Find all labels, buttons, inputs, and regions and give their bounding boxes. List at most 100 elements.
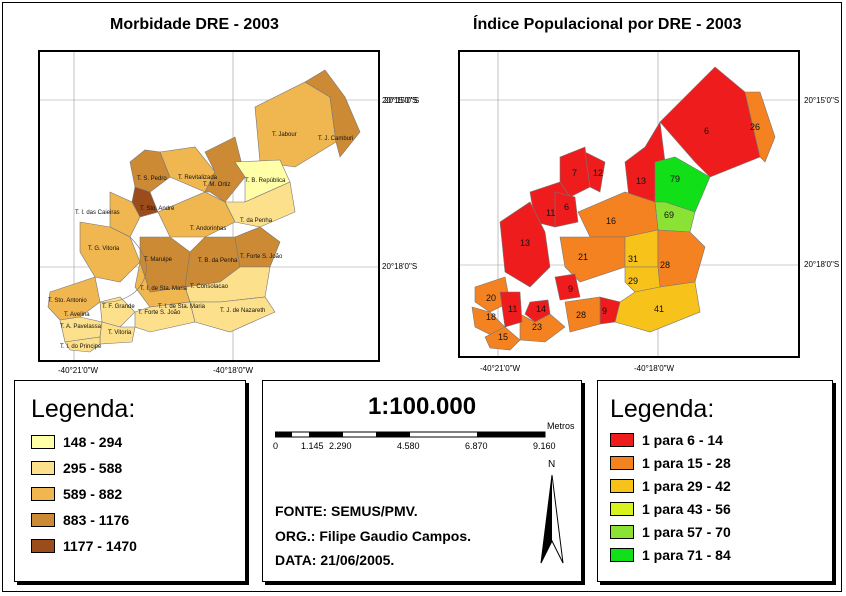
map-region-label: T. I. de Sta. Maria — [158, 304, 206, 310]
left-legend-item: 148 - 294 — [31, 433, 122, 451]
map-region-label: T. G. Vitoria — [88, 246, 120, 252]
left-map-svg: T. Jabour T. J. Camburi T. S. Pedro T. Revi… — [40, 52, 378, 360]
scale-bar — [275, 431, 546, 438]
zone-6-b — [554, 191, 579, 228]
region-sto-antonio — [47, 276, 101, 321]
map-region-label: 7 — [572, 168, 577, 178]
region-g-vitoria — [79, 221, 141, 283]
legend-label: 1 para 15 - 28 — [642, 455, 731, 471]
left-legend-item: 883 - 1176 — [31, 511, 129, 529]
region-caieiras — [109, 191, 141, 238]
legend-label: 148 - 294 — [63, 434, 123, 450]
right-legend-item: 1 para 71 - 84 — [610, 546, 731, 564]
map-region-label: T. I. das Caieiras — [75, 210, 120, 216]
map-region-label: 29 — [628, 276, 638, 286]
map-region-label: 69 — [664, 210, 674, 220]
legend-label: 1 para 57 - 70 — [642, 524, 731, 540]
legend-label: 883 - 1176 — [63, 512, 130, 528]
credit-org: ORG.: Filipe Gaudio Campos. — [275, 528, 472, 544]
map-region-label: T. J. Camburi — [318, 136, 353, 142]
map-region-label: T. Sto. André — [140, 206, 175, 212]
legend-swatch — [610, 479, 634, 493]
north-arrow-icon — [540, 474, 564, 564]
legend-swatch — [610, 525, 634, 539]
legend-swatch — [610, 456, 634, 470]
map-region-label: T. Sto. Antonio — [48, 298, 87, 304]
map-region-label: 6 — [704, 126, 709, 136]
north-label: N — [548, 459, 556, 470]
map-region-label: T. Consolacao — [190, 284, 229, 290]
scale-unit: Metros — [547, 421, 575, 431]
legend-swatch — [610, 548, 634, 562]
zone-23 — [519, 313, 566, 343]
map-region-label: T. I. de Sta. Maria — [140, 286, 188, 292]
left-lon-left-label: -40°21'0"W — [58, 366, 99, 375]
map-region-label: T. M. Ortiz — [203, 182, 230, 188]
map-region-label: 26 — [750, 122, 760, 132]
map-region-label: T. B. da Penha — [198, 258, 238, 264]
map-region-label: T. Maruipe — [144, 257, 173, 263]
legend-swatch — [610, 502, 634, 516]
map-region-label: T. Andorinhas — [190, 226, 226, 232]
left-lat-top-label: 20°15'0"S — [382, 96, 418, 105]
legend-swatch — [31, 435, 55, 449]
zone-16 — [577, 191, 659, 238]
region-j-nazareth — [189, 296, 276, 333]
region-sto-andre — [131, 186, 159, 218]
left-lat-top: 20°15'0"S — [384, 96, 420, 105]
credit-fonte: FONTE: SEMUS/PMV. — [275, 503, 418, 519]
left-legend-title: Legenda: — [31, 395, 136, 423]
legend-label: 1177 - 1470 — [63, 538, 137, 554]
map-region-label: T. Forte S. João — [240, 254, 283, 260]
map-region-label: 23 — [532, 322, 542, 332]
map-region-label: 31 — [628, 254, 638, 264]
map-region-label: 13 — [520, 238, 530, 248]
zone-28-east — [657, 229, 706, 288]
zone-13-west — [499, 201, 551, 288]
map-region-label: 13 — [636, 176, 646, 186]
legend-swatch — [31, 513, 55, 527]
region-i-principe — [64, 336, 101, 353]
legend-label: 295 - 588 — [63, 460, 123, 476]
right-map-title: Índice Populacional por DRE - 2003 — [473, 16, 742, 33]
map-region-label: 6 — [564, 202, 569, 212]
legend-label: 1 para 29 - 42 — [642, 478, 731, 494]
scale-tick: 1.145 — [301, 441, 324, 451]
legend-label: 1 para 43 - 56 — [642, 501, 731, 517]
right-legend-item: 1 para 57 - 70 — [610, 523, 731, 541]
scale-tick: 4.580 — [397, 441, 420, 451]
right-lon-right-label: -40°18'0"W — [634, 364, 675, 373]
map-region-label: 28 — [660, 260, 670, 270]
map-region-label: 16 — [606, 216, 616, 226]
legend-swatch — [31, 461, 55, 475]
legend-label: 1 para 71 - 84 — [642, 547, 731, 563]
legend-swatch — [31, 487, 55, 501]
map-region-label: T. A. Pavelassa — [60, 324, 102, 330]
map-region-label: 21 — [578, 252, 588, 262]
left-lat-mid-label: 20°18'0"S — [382, 262, 418, 271]
scale-panel: 1:100.000 Metros 0 1.145 2.290 4.580 6.8… — [262, 380, 582, 582]
map-region-label: 28 — [576, 310, 586, 320]
left-legend-item: 1177 - 1470 — [31, 537, 137, 555]
map-region-label: 9 — [602, 306, 607, 316]
right-legend-item: 1 para 6 - 14 — [610, 431, 723, 449]
scale-tick: 9.160 — [533, 441, 556, 451]
map-region-label: 14 — [536, 304, 546, 314]
scale-tick: 2.290 — [329, 441, 352, 451]
map-region-label: 11 — [508, 304, 517, 314]
zone-15 — [484, 326, 521, 351]
region-forte-sjoao-1 — [234, 226, 281, 268]
map-region-label: 15 — [498, 332, 508, 342]
map-region-label: 12 — [593, 168, 603, 178]
region-jabour — [254, 81, 337, 168]
map-region-label: 18 — [486, 312, 496, 322]
map-region-label: T. B. República — [245, 178, 286, 184]
legend-label: 1 para 6 - 14 — [642, 432, 723, 448]
credit-data: DATA: 21/06/2005. — [275, 552, 395, 568]
scale-tick: 6.870 — [465, 441, 488, 451]
left-map-title: Morbidade DRE - 2003 — [110, 16, 279, 33]
right-legend-title: Legenda: — [610, 395, 715, 423]
zone-11-south — [499, 291, 523, 328]
map-region-label: T. Revitalizada — [178, 175, 218, 181]
